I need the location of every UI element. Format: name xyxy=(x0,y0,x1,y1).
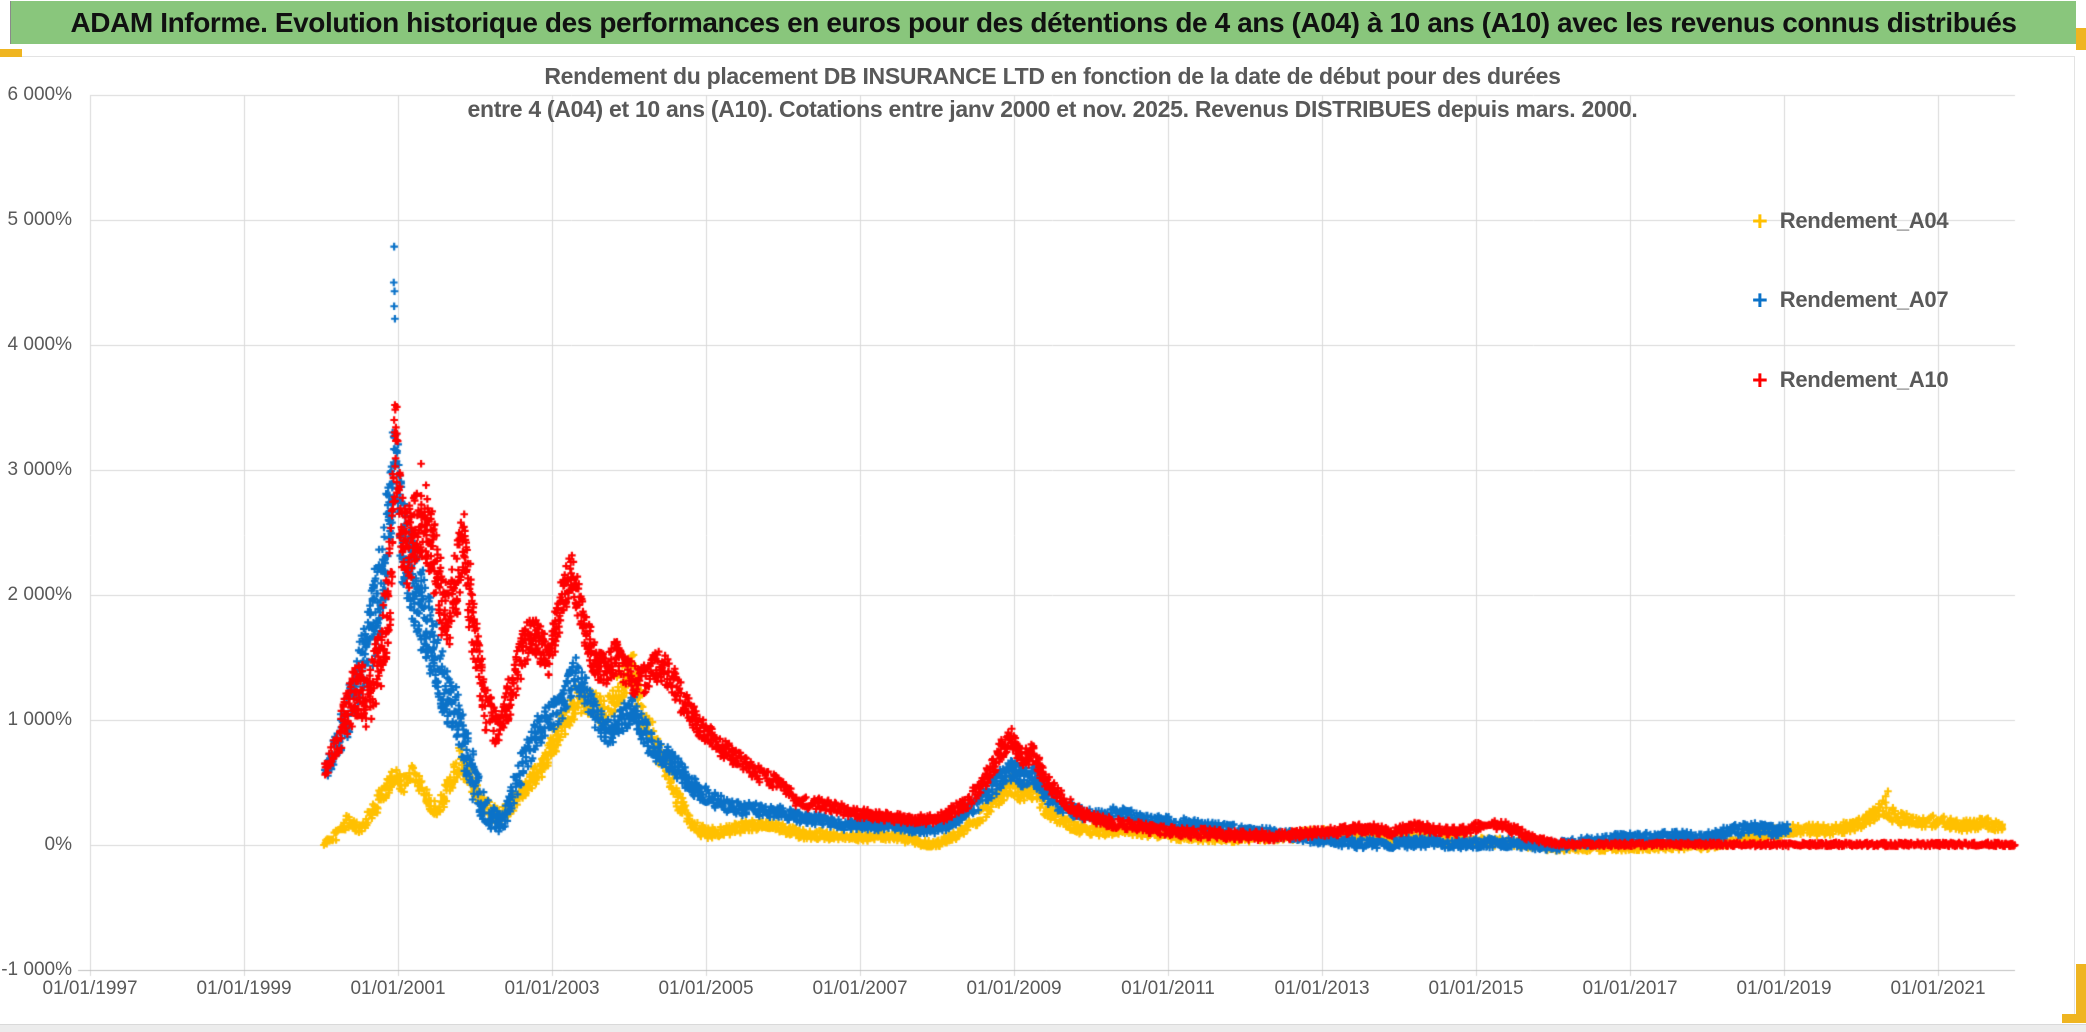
x-tick-label: 01/01/1997 xyxy=(42,978,138,999)
x-tick-label: 01/01/2001 xyxy=(350,978,446,999)
legend-label: Rendement_A10 xyxy=(1779,367,1949,392)
x-tick-label: 01/01/2005 xyxy=(658,978,754,999)
legend-label: Rendement_A04 xyxy=(1779,208,1949,233)
x-tick-label: 01/01/2009 xyxy=(966,978,1062,999)
x-tick-label: 01/01/2007 xyxy=(812,978,908,999)
chart-title: Rendement du placement DB INSURANCE LTD … xyxy=(90,60,2015,126)
y-tick-label: 3 000% xyxy=(7,459,72,480)
y-tick-label: 4 000% xyxy=(7,334,72,355)
legend-plus-marker-icon: + xyxy=(1752,285,1768,315)
x-tick-label: 01/01/2013 xyxy=(1274,978,1370,999)
y-tick-label: -1 000% xyxy=(1,959,72,980)
y-tick-label: 6 000% xyxy=(7,84,72,105)
x-tick-label: 01/01/2003 xyxy=(504,978,600,999)
chart-title-line2: entre 4 (A04) et 10 ans (A10). Cotations… xyxy=(467,96,1638,122)
x-tick-label: 01/01/2015 xyxy=(1428,978,1524,999)
legend-label: Rendement_A07 xyxy=(1779,287,1949,312)
x-tick-label: 01/01/1999 xyxy=(196,978,292,999)
legend-plus-marker-icon: + xyxy=(1752,365,1768,395)
chart-title-line1: Rendement du placement DB INSURANCE LTD … xyxy=(544,63,1561,89)
y-tick-label: 2 000% xyxy=(7,584,72,605)
y-tick-label: 5 000% xyxy=(7,209,72,230)
y-tick-label: 0% xyxy=(44,834,72,855)
x-tick-label: 01/01/2021 xyxy=(1890,978,1986,999)
x-tick-label: 01/01/2017 xyxy=(1582,978,1678,999)
y-tick-label: 1 000% xyxy=(7,709,72,730)
legend-item-rendement_a10[interactable]: + Rendement_A10 xyxy=(1752,365,1949,395)
x-tick-label: 01/01/2011 xyxy=(1121,978,1215,999)
x-tick-label: 01/01/2019 xyxy=(1736,978,1832,999)
legend-item-rendement_a04[interactable]: + Rendement_A04 xyxy=(1752,206,1949,236)
legend-plus-marker-icon: + xyxy=(1752,206,1768,236)
legend-item-rendement_a07[interactable]: + Rendement_A07 xyxy=(1752,285,1949,315)
